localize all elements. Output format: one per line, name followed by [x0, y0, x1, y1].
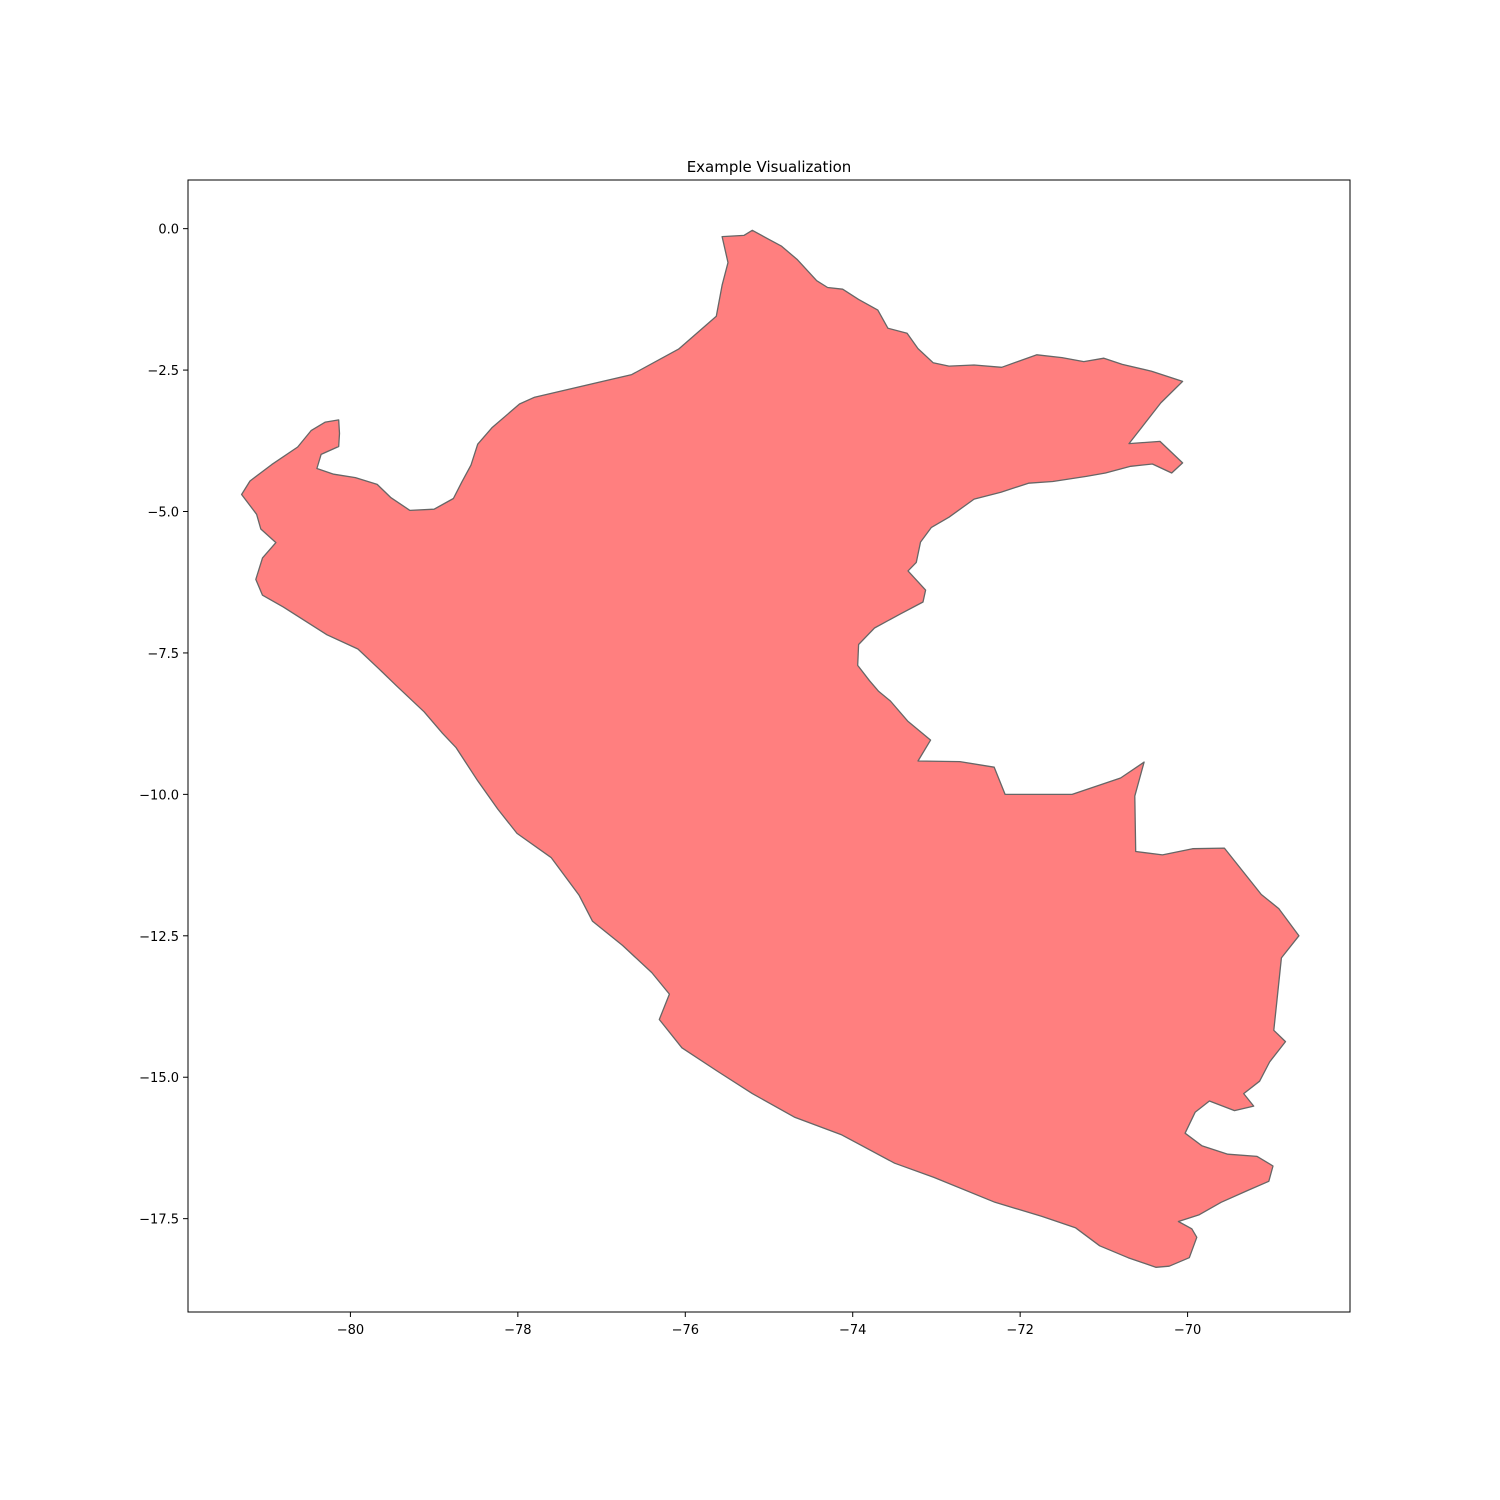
y-tick-label: −17.5: [139, 1213, 179, 1228]
country-region: [240, 229, 1300, 1268]
y-tick-label: −5.0: [147, 506, 179, 521]
y-tick-label: 0.0: [158, 223, 179, 238]
plot-area: [240, 229, 1300, 1268]
x-tick-label: −74: [839, 1323, 866, 1338]
axes-frame: [187, 179, 1351, 1313]
y-tick-label: −7.5: [147, 647, 179, 662]
x-tick-label: −80: [337, 1323, 364, 1338]
x-tick-label: −76: [672, 1323, 699, 1338]
x-tick-label: −72: [1006, 1323, 1033, 1338]
y-tick-label: −2.5: [147, 364, 179, 379]
y-tick-label: −15.0: [139, 1071, 179, 1086]
chart-title: Example Visualization: [687, 158, 852, 176]
axes: −80 −78 −76 −74 −72 −70 0.0 −2.5 −5.0 −7.5 −10.0 −1…: [139, 223, 1201, 1338]
y-tick-label: −10.0: [139, 788, 179, 803]
y-tick-label: −12.5: [139, 930, 179, 945]
x-tick-label: −78: [504, 1323, 531, 1338]
x-tick-label: −70: [1174, 1323, 1201, 1338]
